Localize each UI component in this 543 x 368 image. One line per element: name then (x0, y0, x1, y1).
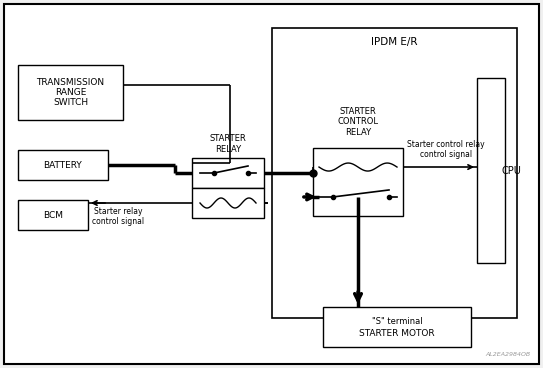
Text: IPDM E/R: IPDM E/R (371, 37, 418, 47)
Bar (272, 28, 517, 318)
Text: BCM: BCM (43, 210, 63, 219)
Text: "S" terminal: "S" terminal (372, 316, 422, 326)
Text: STARTER MOTOR: STARTER MOTOR (359, 329, 435, 339)
Bar (18, 150, 108, 180)
Text: Starter relay
control signal: Starter relay control signal (92, 207, 144, 226)
Text: STARTER
RELAY: STARTER RELAY (210, 134, 247, 154)
Bar (18, 65, 123, 120)
Text: BATTERY: BATTERY (43, 160, 83, 170)
Bar (18, 200, 88, 230)
Text: STARTER
CONTROL
RELAY: STARTER CONTROL RELAY (338, 107, 378, 137)
Text: AL2EA2984OB: AL2EA2984OB (485, 352, 530, 357)
Text: Starter control relay
control signal: Starter control relay control signal (407, 139, 484, 159)
Bar (323, 307, 471, 347)
Text: CPU: CPU (501, 166, 521, 176)
Bar (477, 78, 505, 263)
Bar (192, 158, 264, 188)
Bar (313, 148, 403, 216)
Text: TRANSMISSION
RANGE
SWITCH: TRANSMISSION RANGE SWITCH (36, 78, 105, 107)
Bar (192, 188, 264, 218)
